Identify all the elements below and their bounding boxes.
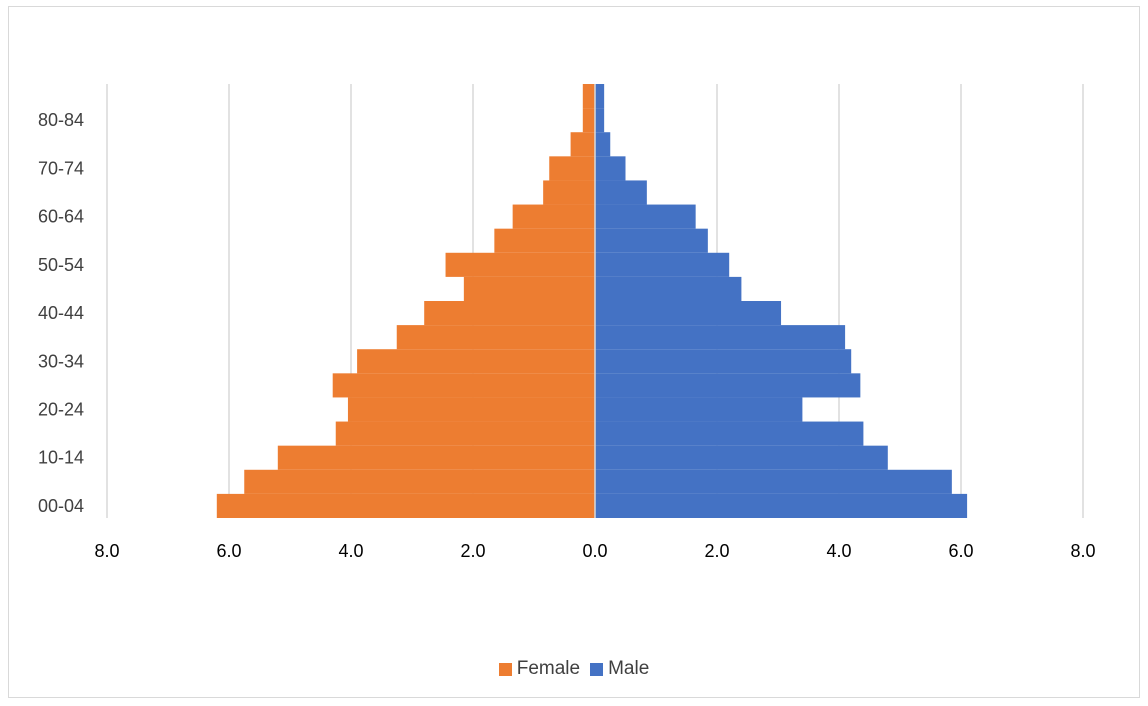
bar-male-20-24 (595, 397, 803, 422)
bars (216, 84, 968, 518)
bar-male-35-39 (595, 325, 846, 350)
bar-male-30-34 (595, 349, 852, 374)
bar-female-25-29 (332, 373, 595, 398)
bar-female-20-24 (347, 397, 595, 422)
category-labels: 00-04 10-14 20-24 30-34 40-44 50-54 60-64 70-74… (38, 110, 84, 516)
bar-male-55-59 (595, 228, 708, 253)
bar-male-15-19 (595, 421, 864, 446)
category-label-80-84: 80-84 (38, 110, 84, 130)
x-tick-label-5: 2.0 (704, 541, 729, 561)
category-label-10-14: 10-14 (38, 448, 84, 468)
legend-swatch-female (498, 662, 512, 676)
category-label-60-64: 60-64 (38, 207, 84, 227)
bar-male-60-64 (595, 204, 696, 229)
category-label-00-04: 00-04 (38, 496, 84, 516)
bar-male-65-69 (595, 180, 647, 205)
x-tick-label-2: 4.0 (338, 541, 363, 561)
bar-male-05-09 (595, 469, 952, 494)
bar-male-45-49 (595, 276, 742, 301)
legend: Female Male (0, 658, 1148, 680)
x-tick-label-0: 8.0 (94, 541, 119, 561)
bar-male-10-14 (595, 445, 888, 470)
bar-female-65-69 (543, 180, 595, 205)
legend-label-female: Female (516, 658, 581, 679)
legend-entry-female: Female (498, 658, 581, 680)
bar-female-05-09 (244, 469, 595, 494)
bar-female-70-74 (549, 156, 595, 181)
bar-male-85+ (595, 84, 605, 109)
category-label-20-24: 20-24 (38, 400, 84, 420)
bar-female-50-54 (445, 252, 595, 277)
bar-male-50-54 (595, 252, 730, 277)
category-label-50-54: 50-54 (38, 255, 84, 275)
bar-male-25-29 (595, 373, 861, 398)
x-tick-label-1: 6.0 (216, 541, 241, 561)
legend-swatch-male (590, 662, 604, 676)
x-tick-label-7: 6.0 (948, 541, 973, 561)
x-tick-label-3: 2.0 (460, 541, 485, 561)
bar-female-10-14 (277, 445, 595, 470)
legend-entry-male: Male (590, 658, 649, 680)
bar-female-85+ (582, 84, 595, 109)
category-label-30-34: 30-34 (38, 351, 84, 371)
bar-male-80-84 (595, 108, 605, 133)
bar-male-00-04 (595, 493, 968, 518)
bar-female-15-19 (335, 421, 595, 446)
tick-labels: 8.0 6.0 4.0 2.0 0.0 2.0 4.0 6.0 8.0 (94, 541, 1095, 561)
category-label-40-44: 40-44 (38, 303, 84, 323)
bar-female-80-84 (582, 108, 595, 133)
bar-male-40-44 (595, 301, 782, 326)
bar-female-60-64 (512, 204, 595, 229)
bar-female-45-49 (463, 276, 595, 301)
bar-female-75-79 (570, 132, 595, 157)
bar-female-35-39 (396, 325, 595, 350)
bar-female-30-34 (357, 349, 595, 374)
bar-female-55-59 (494, 228, 595, 253)
bar-male-75-79 (595, 132, 611, 157)
bar-female-00-04 (216, 493, 596, 518)
x-tick-label-4: 0.0 (582, 541, 607, 561)
legend-label-male: Male (608, 658, 650, 679)
bar-female-40-44 (424, 301, 595, 326)
bar-male-70-74 (595, 156, 626, 181)
category-label-70-74: 70-74 (38, 158, 84, 178)
x-tick-label-6: 4.0 (826, 541, 851, 561)
x-tick-label-8: 8.0 (1070, 541, 1095, 561)
